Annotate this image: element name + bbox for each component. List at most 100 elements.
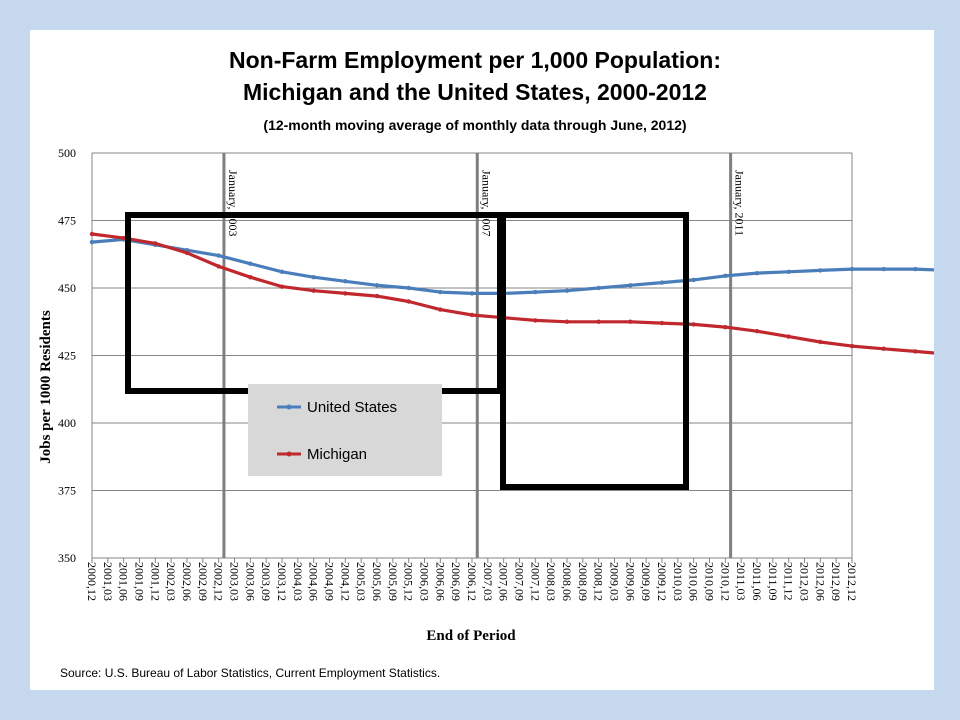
x-tick-label: 2002,09 xyxy=(196,562,210,601)
chart-subtitle: (12-month moving average of monthly data… xyxy=(263,117,686,133)
x-tick-label: 2012,09 xyxy=(829,562,843,601)
x-tick-label: 2008,09 xyxy=(576,562,590,601)
x-tick-label: 2005,06 xyxy=(370,562,384,601)
x-tick-label: 2010,06 xyxy=(687,562,701,601)
highlight-box-1 xyxy=(125,212,503,394)
x-tick-label: 2003,06 xyxy=(243,562,257,601)
slide: Non-Farm Employment per 1,000 Population… xyxy=(30,30,934,690)
data-point-united-states xyxy=(596,285,601,291)
x-tick-label: 2006,03 xyxy=(418,562,432,601)
data-point-michigan xyxy=(89,231,95,237)
x-tick-label: 2009,06 xyxy=(623,562,637,601)
data-point-united-states xyxy=(533,289,538,295)
reference-line-label: January, 2011 xyxy=(733,170,747,236)
series-line-united-states xyxy=(91,237,934,295)
x-tick-label: 2006,06 xyxy=(433,562,447,601)
y-tick-label: 400 xyxy=(58,416,76,430)
x-tick-label: 2010,12 xyxy=(718,562,732,601)
data-point-michigan xyxy=(248,275,253,280)
x-axis-label: End of Period xyxy=(426,628,516,644)
reference-line-label: January, 2007 xyxy=(479,170,493,237)
x-tick-label: 2008,03 xyxy=(544,562,558,601)
data-point-united-states xyxy=(469,291,475,296)
data-point-united-states xyxy=(89,239,95,245)
chart-title-line-1: Non-Farm Employment per 1,000 Population… xyxy=(229,47,721,73)
data-point-michigan xyxy=(533,318,538,323)
data-point-michigan xyxy=(659,320,665,326)
data-point-michigan xyxy=(216,264,221,269)
x-tick-label: 2005,12 xyxy=(402,562,416,601)
x-tick-label: 2001,06 xyxy=(117,562,131,601)
data-point-michigan xyxy=(311,288,316,293)
y-tick-label: 350 xyxy=(58,551,76,565)
x-tick-label: 2011,09 xyxy=(766,562,780,601)
x-tick-label: 2005,03 xyxy=(354,562,368,601)
chart: Non-Farm Employment per 1,000 Population… xyxy=(38,47,934,680)
source-note: Source: U.S. Bureau of Labor Statistics,… xyxy=(60,666,440,680)
data-point-united-states xyxy=(374,283,380,288)
data-point-michigan xyxy=(343,291,348,296)
data-point-united-states xyxy=(406,285,411,291)
x-tick-label: 2001,09 xyxy=(133,562,147,601)
data-point-united-states xyxy=(279,269,285,274)
x-tick-label: 2010,03 xyxy=(671,562,685,601)
gridlines xyxy=(91,152,853,559)
data-point-united-states xyxy=(913,266,918,272)
x-tick-label: 2008,06 xyxy=(560,562,574,601)
y-tick-label: 425 xyxy=(58,349,76,363)
x-tick-label: 2009,12 xyxy=(655,562,669,601)
x-tick-label: 2011,12 xyxy=(782,562,796,601)
x-tick-label: 2007,12 xyxy=(528,562,542,601)
x-tick-label: 2002,06 xyxy=(180,562,194,601)
x-tick-label: 2002,03 xyxy=(164,562,178,601)
reference-line-label: January, 2003 xyxy=(226,170,240,237)
legend-box xyxy=(248,384,442,476)
y-tick-label: 375 xyxy=(58,484,76,498)
x-tick-label: 2012,03 xyxy=(798,562,812,601)
data-point-michigan xyxy=(406,299,411,304)
x-tick-label: 2008,12 xyxy=(592,562,606,601)
data-point-michigan xyxy=(564,319,570,324)
x-tick-label: 2009,03 xyxy=(608,562,622,601)
y-tick-label: 450 xyxy=(58,281,76,295)
y-axis-label: Jobs per 1000 Residents xyxy=(38,310,54,464)
x-tick-label: 2006,09 xyxy=(449,562,463,601)
reference-lines: January, 2003 January, 2007 January, 2011 xyxy=(222,153,747,558)
x-tick-label: 2001,12 xyxy=(148,562,162,601)
data-point-united-states xyxy=(786,269,791,274)
x-tick-label: 2007,06 xyxy=(497,562,511,601)
data-point-michigan xyxy=(279,284,285,289)
data-point-united-states xyxy=(881,266,886,272)
data-point-united-states xyxy=(628,283,633,288)
x-tick-label: 2003,09 xyxy=(259,562,273,601)
data-point-united-states xyxy=(818,268,823,273)
legend: United States Michigan xyxy=(248,384,442,476)
data-point-united-states xyxy=(216,253,221,258)
data-point-michigan xyxy=(754,329,760,334)
x-tick-label: 2010,09 xyxy=(703,562,717,601)
legend-label-united-states: United States xyxy=(307,399,397,416)
data-point-united-states xyxy=(248,261,253,266)
data-point-united-states xyxy=(343,279,348,284)
data-point-michigan xyxy=(723,324,728,330)
x-tick-label: 2012,12 xyxy=(845,562,859,601)
x-tick-label: 2000,12 xyxy=(85,562,99,601)
x-tick-label: 2001,03 xyxy=(101,562,115,601)
data-point-united-states xyxy=(723,273,728,279)
plot-lines xyxy=(89,231,934,355)
data-point-michigan xyxy=(596,319,601,324)
data-point-michigan xyxy=(469,312,475,318)
data-point-united-states xyxy=(564,288,570,293)
y-tick-label: 475 xyxy=(58,214,76,228)
data-point-michigan xyxy=(881,346,886,351)
data-point-michigan xyxy=(786,334,791,339)
highlight-box-2 xyxy=(500,212,689,490)
x-tick-label: 2007,09 xyxy=(513,562,527,601)
x-tick-label: 2005,09 xyxy=(386,562,400,601)
x-tick-label: 2002,12 xyxy=(212,562,226,601)
data-point-united-states xyxy=(311,275,316,280)
data-point-michigan xyxy=(849,343,855,349)
y-axis-ticks: 350 375 400 425 450 475 500 xyxy=(58,146,76,565)
y-tick-label: 500 xyxy=(58,146,76,160)
data-point-united-states xyxy=(659,280,665,285)
